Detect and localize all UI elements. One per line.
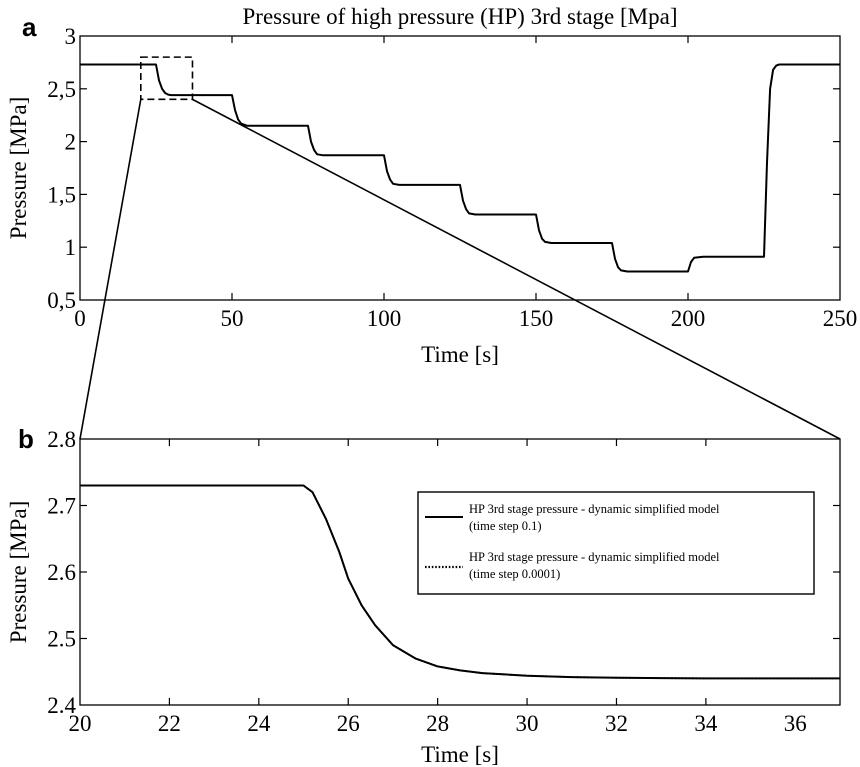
chart-b-xtick-label: 24 [247,711,271,736]
chart-b-xtick-label: 36 [784,711,807,736]
chart-b-ytick-label: 2.5 [47,627,76,652]
chart-a-ytick-label: 3 [65,24,77,49]
chart-b-series-line-2 [80,484,840,680]
chart-b-axes-box [79,438,841,706]
legend-box [417,491,815,595]
chart-a-xtick-label: 250 [823,306,858,331]
chart-b-xtick-label: 32 [605,711,628,736]
chart-a-xlabel: Time [s] [421,342,499,367]
chart-b-xtick-label: 34 [694,711,718,736]
chart-b-ylabel: Pressure [MPa] [6,501,31,643]
chart-a-ytick-label: 2,5 [47,77,76,102]
chart-a-xtick-label: 50 [221,306,244,331]
chart-a-ytick-label: 1 [65,235,77,260]
chart-a-series-line-1 [80,63,840,273]
zoom-connector-right [192,98,841,440]
legend-entry-2-line2: (time step 0.0001) [469,567,560,581]
panel-a-chart: Pressure of high pressure (HP) 3rd stage… [6,4,857,367]
chart-b-xtick-label: 26 [337,711,360,736]
chart-b-xtick-label: 28 [426,711,449,736]
chart-b-ytick-label: 2.4 [47,693,76,718]
legend-entry-2-line1: HP 3rd stage pressure - dynamic simplifi… [469,550,720,564]
panel-b-chart: 20 22 24 26 28 30 32 34 36 2.4 2.5 2.6 2.7 2.8 Time [… [6,427,841,767]
zoom-connector-left [79,99,142,440]
chart-a-plot-area [80,56,840,273]
chart-b-ytick-label: 2.7 [47,494,76,519]
chart-b-legend: HP 3rd stage pressure - dynamic simplifi… [417,491,815,595]
chart-a-ytick-label: 1,5 [47,182,76,207]
chart-b-xtick-label: 30 [516,711,539,736]
chart-b-xtick-label: 22 [158,711,181,736]
chart-b-ytick-label: 2.8 [47,427,76,452]
chart-a-title: Pressure of high pressure (HP) 3rd stage… [243,4,678,29]
chart-b-ticks: 20 22 24 26 28 30 32 34 36 2.4 2.5 2.6 2.7 2.8 [47,427,840,736]
chart-a-axes-box [79,35,841,301]
chart-a-xtick-label: 200 [671,306,706,331]
chart-a-xtick-label: 0 [74,306,86,331]
chart-a-ticks: 0 50 100 150 200 250 0,5 1 1,5 2 2,5 3 [47,24,857,331]
chart-b-xlabel: Time [s] [421,742,499,767]
legend-entry-1-line2: (time step 0.1) [469,519,542,533]
legend-entry-1-line1: HP 3rd stage pressure - dynamic simplifi… [469,502,720,516]
panel-b-letter: b [18,424,34,454]
chart-a-zoom-box [140,56,194,101]
chart-b-xtick-label: 20 [69,711,92,736]
chart-a-ytick-label: 2 [65,130,77,155]
chart-a-xtick-label: 150 [519,306,554,331]
chart-a-ytick-label: 0,5 [47,288,76,313]
chart-b-ytick-label: 2.6 [47,560,76,585]
chart-a-xtick-label: 100 [367,306,402,331]
chart-b-plot-area [80,484,840,680]
panel-a-letter: a [22,12,37,42]
zoom-connector [79,98,841,440]
chart-a-ylabel: Pressure [MPa] [6,97,31,239]
